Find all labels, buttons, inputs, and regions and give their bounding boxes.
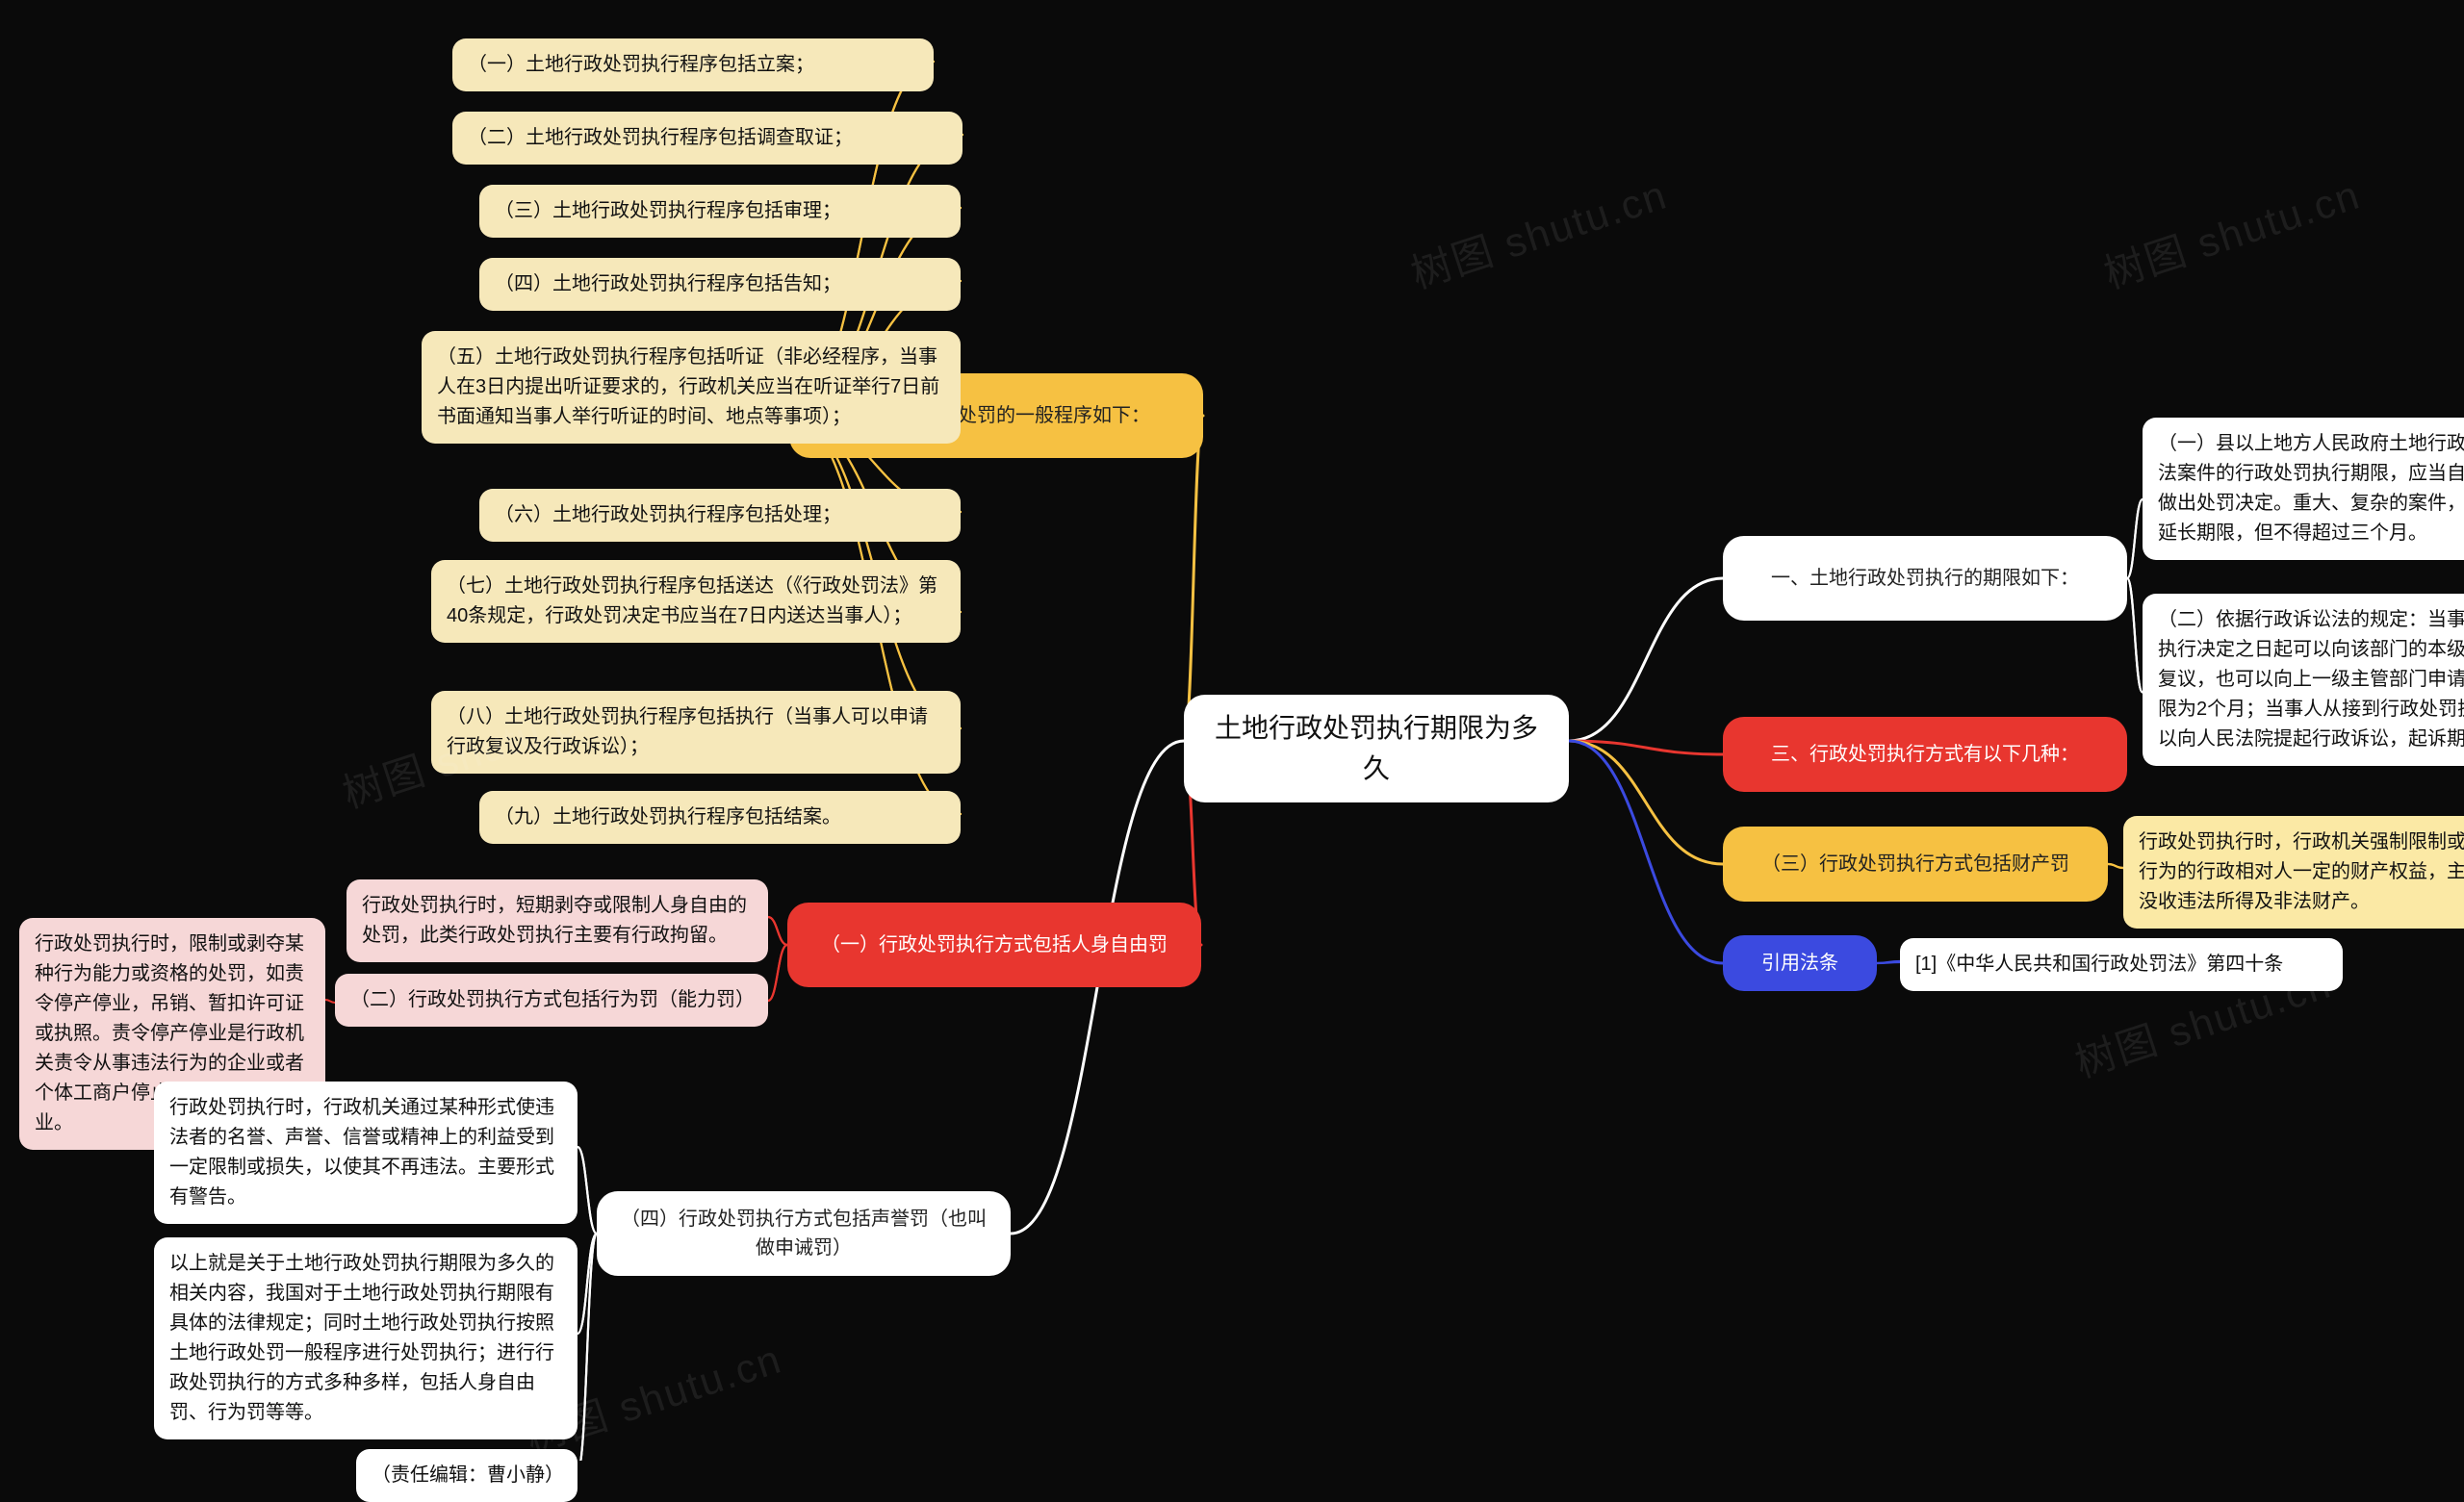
branch-node: （一）行政处罚执行方式包括人身自由罚	[787, 903, 1201, 987]
leaf-node: （一）县以上地方人民政府土地行政主管部门对土地违法案件的行政处罚执行期限，应当自…	[2143, 418, 2464, 560]
leaf-node: （四）土地行政处罚执行程序包括告知；	[479, 258, 961, 311]
leaf-node: 行政处罚执行时，行政机关通过某种形式使违法者的名誉、声誉、信誉或精神上的利益受到…	[154, 1082, 578, 1224]
leaf-node: （三）土地行政处罚执行程序包括审理；	[479, 185, 961, 238]
leaf-node: （责任编辑：曹小静）	[356, 1449, 578, 1502]
leaf-node: （七）土地行政处罚执行程序包括送达（《行政处罚法》第40条规定，行政处罚决定书应…	[431, 560, 961, 643]
leaf-node: 行政处罚执行时，短期剥夺或限制人身自由的处罚，此类行政处罚执行主要有行政拘留。	[346, 879, 768, 962]
branch-node: （三）行政处罚执行方式包括财产罚	[1723, 827, 2108, 902]
leaf-node: （六）土地行政处罚执行程序包括处理；	[479, 489, 961, 542]
leaf-node: （五）土地行政处罚执行程序包括听证（非必经程序，当事人在3日内提出听证要求的，行…	[422, 331, 961, 444]
leaf-node: 以上就是关于土地行政处罚执行期限为多久的相关内容，我国对于土地行政处罚执行期限有…	[154, 1237, 578, 1439]
leaf-node: （八）土地行政处罚执行程序包括执行（当事人可以申请行政复议及行政诉讼）；	[431, 691, 961, 774]
branch-node: 引用法条	[1723, 935, 1877, 991]
leaf-node: （一）土地行政处罚执行程序包括立案；	[452, 38, 934, 91]
leaf-node: [1]《中华人民共和国行政处罚法》第四十条	[1900, 938, 2343, 991]
watermark: 树图 shutu.cn	[1402, 163, 1674, 300]
leaf-node: （二）行政处罚执行方式包括行为罚（能力罚）	[335, 974, 768, 1027]
branch-node: 三、行政处罚执行方式有以下几种：	[1723, 717, 2127, 792]
leaf-node: （九）土地行政处罚执行程序包括结案。	[479, 791, 961, 844]
leaf-node: （二）土地行政处罚执行程序包括调查取证；	[452, 112, 962, 165]
branch-node: 土地行政处罚执行期限为多久	[1184, 695, 1569, 802]
branch-node: （四）行政处罚执行方式包括声誉罚（也叫做申诫罚）	[597, 1191, 1011, 1276]
branch-node: 一、土地行政处罚执行的期限如下：	[1723, 536, 2127, 621]
watermark: 树图 shutu.cn	[2095, 163, 2367, 300]
leaf-node: 行政处罚执行时，行政机关强制限制或者剥夺从事违法行为的行政相对人一定的财产权益，…	[2123, 816, 2464, 929]
leaf-node: （二）依据行政诉讼法的规定：当事人从接到行政处罚执行决定之日起可以向该部门的本级…	[2143, 594, 2464, 766]
